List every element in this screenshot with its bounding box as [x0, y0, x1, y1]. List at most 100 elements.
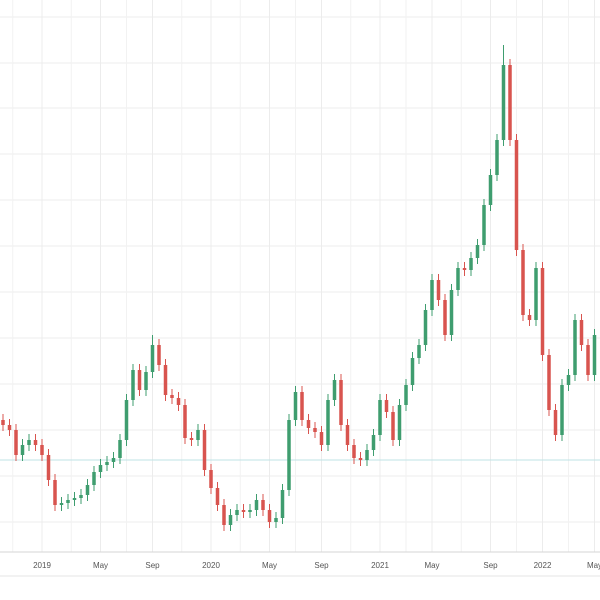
- candle-body: [118, 440, 122, 458]
- candle-body: [482, 205, 486, 245]
- candle-body: [14, 430, 18, 455]
- candle-body: [176, 398, 181, 405]
- candle-body: [163, 365, 168, 395]
- x-axis-labels: 2019 May Sep 2020 May Sep 2021 May Sep 2022 May: [33, 561, 600, 570]
- candle-body: [586, 345, 590, 375]
- candle-body: [46, 455, 51, 480]
- candle-body: [72, 498, 77, 500]
- candle-body: [488, 175, 493, 205]
- candle-body: [53, 480, 57, 505]
- candle-body: [508, 65, 512, 140]
- candle-body: [313, 428, 317, 432]
- candle-body: [332, 380, 337, 400]
- candle-body: [449, 290, 454, 335]
- candle-body: [183, 405, 187, 438]
- candle-body: [527, 315, 532, 320]
- candle-body: [98, 465, 103, 472]
- x-tick-label: 2020: [202, 561, 220, 570]
- candle-body: [404, 385, 408, 405]
- x-tick-label: 2021: [371, 561, 389, 570]
- candle-body: [267, 510, 272, 522]
- candle-body: [345, 425, 350, 445]
- x-tick-label: 2019: [33, 561, 51, 570]
- candle-body: [417, 345, 421, 358]
- candle-body: [92, 472, 96, 485]
- candle-body: [274, 518, 278, 522]
- x-tick-label: May: [262, 561, 277, 570]
- candle-body: [430, 280, 434, 310]
- candle-body: [261, 500, 265, 510]
- candle-body: [33, 440, 38, 445]
- x-tick-label: Sep: [314, 561, 329, 570]
- candle-body: [371, 435, 376, 450]
- candle-body: [378, 400, 382, 435]
- candle-body: [20, 445, 25, 455]
- candle-body: [521, 250, 525, 315]
- candle-body: [27, 440, 31, 445]
- candle-body: [365, 450, 369, 460]
- x-tick-label: May: [424, 561, 439, 570]
- x-tick-label: 2022: [534, 561, 552, 570]
- x-tick-label: May: [587, 561, 600, 570]
- x-tick-label: Sep: [483, 561, 498, 570]
- candle-body: [79, 495, 83, 498]
- candle-body: [85, 485, 90, 495]
- candle-body: [534, 268, 538, 320]
- candle-body: [456, 268, 460, 290]
- candle-body: [196, 430, 200, 440]
- candle-body: [397, 405, 402, 440]
- x-tick-label: Sep: [145, 561, 160, 570]
- candle-body: [157, 345, 161, 365]
- candle-body: [222, 505, 226, 525]
- candle-body: [540, 268, 545, 355]
- candle-body: [137, 370, 142, 390]
- candle-body: [105, 462, 109, 465]
- candle-body: [189, 438, 194, 440]
- candle-body: [1, 420, 5, 425]
- candle-body: [124, 400, 129, 440]
- candle-body: [59, 503, 64, 505]
- candle-body: [352, 445, 356, 458]
- candle-body: [306, 420, 311, 428]
- candle-body: [384, 400, 389, 412]
- candle-body: [560, 385, 564, 435]
- candle-body: [326, 400, 330, 445]
- candle-body: [235, 510, 239, 515]
- candle-body: [339, 380, 343, 425]
- candle-body: [202, 430, 207, 470]
- candle-body: [514, 140, 519, 250]
- candle-body: [209, 470, 213, 488]
- candle-body: [547, 355, 551, 410]
- candle-body: [111, 458, 116, 462]
- candle-body: [501, 65, 506, 140]
- candle-body: [410, 358, 415, 385]
- candle-body: [131, 370, 135, 400]
- x-tick-label: May: [93, 561, 108, 570]
- candle-body: [553, 410, 558, 435]
- candle-body: [566, 375, 571, 385]
- candle-body: [319, 432, 324, 445]
- candle-body: [241, 510, 246, 512]
- candle-body: [293, 392, 298, 420]
- candle-body: [300, 392, 304, 420]
- candle-body: [248, 510, 252, 512]
- candle-body: [7, 425, 12, 430]
- candle-body: [436, 280, 441, 300]
- candle-body: [280, 490, 285, 518]
- candle-body: [150, 345, 155, 372]
- candle-body: [469, 258, 473, 270]
- candle-body: [228, 515, 233, 525]
- candle-body: [170, 395, 174, 398]
- candle-body: [495, 140, 499, 175]
- candle-body: [423, 310, 428, 345]
- candle-body: [254, 500, 259, 510]
- candle-body: [66, 500, 70, 503]
- candle-body: [462, 268, 467, 270]
- candle-body: [144, 372, 148, 390]
- candle-body: [358, 458, 363, 460]
- candle-body: [391, 412, 395, 440]
- candle-body: [215, 488, 220, 505]
- candle-body: [592, 335, 597, 375]
